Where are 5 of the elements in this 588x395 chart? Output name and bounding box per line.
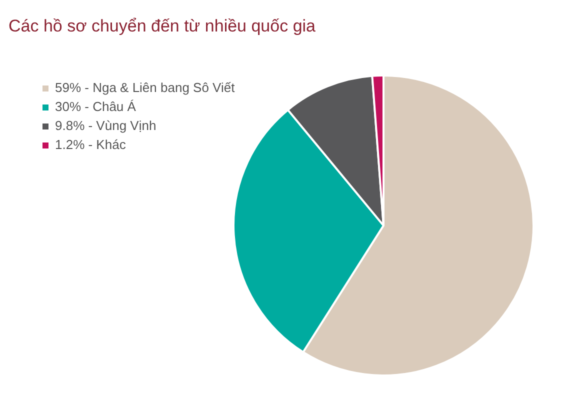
legend-label: 59% - Nga & Liên bang Sô Viết [55,80,235,95]
legend-label: 1.2% - Khác [55,137,126,152]
legend-label: 9.8% - Vùng Vịnh [55,118,156,133]
legend-label: 30% - Châu Á [55,99,136,114]
chart-title: Các hồ sơ chuyển đến từ nhiều quốc gia [8,16,316,36]
